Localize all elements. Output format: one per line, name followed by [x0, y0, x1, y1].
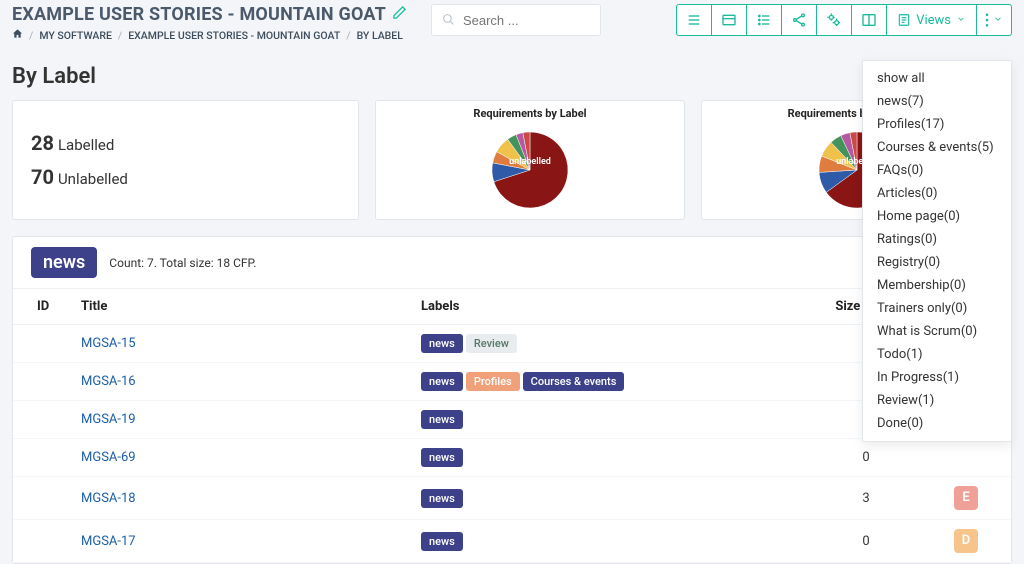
label-tag[interactable]: Profiles [466, 372, 520, 391]
page-title: EXAMPLE USER STORIES - MOUNTAIN GOAT [12, 4, 386, 25]
cell-labels: news [413, 520, 811, 563]
status-chip[interactable]: E [954, 486, 978, 510]
stats-card: 28Labelled 70Unlabelled [12, 100, 359, 220]
cell-id [13, 325, 73, 363]
item-link[interactable]: MGSA-18 [81, 491, 136, 506]
group-summary: Count: 7. Total size: 18 CFP. [109, 256, 256, 270]
settings-button[interactable] [816, 4, 852, 36]
view-card-button[interactable] [711, 4, 747, 36]
cell-id [13, 439, 73, 477]
view-title: By Label [12, 64, 96, 89]
filter-option[interactable]: Courses & events(5) [863, 136, 1011, 159]
view-list-button[interactable] [676, 4, 712, 36]
filter-option[interactable]: Done(0) [863, 412, 1011, 435]
filter-option[interactable]: Profiles(17) [863, 113, 1011, 136]
more-menu-button[interactable] [976, 4, 1012, 36]
filter-option[interactable]: Home page(0) [863, 205, 1011, 228]
views-label: Views [916, 13, 951, 28]
item-link[interactable]: MGSA-17 [81, 534, 136, 549]
cell-status [921, 439, 1011, 477]
filter-option[interactable]: show all [863, 67, 1011, 90]
filter-option[interactable]: FAQs(0) [863, 159, 1011, 182]
filter-option[interactable]: Ratings(0) [863, 228, 1011, 251]
filter-option[interactable]: Articles(0) [863, 182, 1011, 205]
label-tag[interactable]: Courses & events [523, 372, 625, 391]
svg-text:unlabelled: unlabelled [509, 157, 551, 167]
label-tag[interactable]: news [421, 448, 463, 467]
cell-labels: news [413, 477, 811, 520]
filter-option[interactable]: Registry(0) [863, 251, 1011, 274]
cell-id [13, 363, 73, 401]
label-tag[interactable]: news [421, 334, 463, 353]
label-tag[interactable]: news [421, 410, 463, 429]
filter-option[interactable]: Membership(0) [863, 274, 1011, 297]
split-view-button[interactable] [851, 4, 887, 36]
breadcrumb-current: BY LABEL [357, 29, 403, 42]
filter-option[interactable]: What is Scrum(0) [863, 320, 1011, 343]
filter-option[interactable]: Trainers only(0) [863, 297, 1011, 320]
item-link[interactable]: MGSA-19 [81, 412, 136, 427]
label-tag[interactable]: Review [466, 334, 517, 353]
label-tag[interactable]: news [421, 372, 463, 391]
status-chip[interactable]: D [954, 529, 978, 553]
cell-status: E [921, 477, 1011, 520]
header-toolbar: Views [676, 4, 1012, 36]
table-row[interactable]: MGSA-18 news 3 E [13, 477, 1011, 520]
filter-dropdown[interactable]: show allnews(7)Profiles(17)Courses & eve… [862, 60, 1012, 442]
cell-id [13, 401, 73, 439]
labelled-stat: 28Labelled [31, 131, 340, 155]
chart-title: Requirements by Label [473, 107, 586, 120]
cell-status: D [921, 520, 1011, 563]
item-link[interactable]: MGSA-16 [81, 374, 136, 389]
cell-size: 3 [811, 477, 921, 520]
pie-chart: unlabelled [470, 120, 590, 220]
col-title[interactable]: Title [73, 289, 413, 325]
home-icon[interactable] [12, 28, 23, 42]
cell-id [13, 477, 73, 520]
unlabelled-stat: 70Unlabelled [31, 165, 340, 189]
filter-option[interactable]: In Progress(1) [863, 366, 1011, 389]
filter-option[interactable]: Todo(1) [863, 343, 1011, 366]
breadcrumb-my-software[interactable]: MY SOFTWARE [39, 29, 112, 42]
search-input-wrap[interactable] [431, 4, 601, 36]
table-row[interactable]: MGSA-17 news 0 D [13, 520, 1011, 563]
cell-labels: newsReview [413, 325, 811, 363]
filter-option[interactable]: news(7) [863, 90, 1011, 113]
share-button[interactable] [781, 4, 817, 36]
view-compact-button[interactable] [746, 4, 782, 36]
cell-labels: news [413, 439, 811, 477]
label-tag[interactable]: news [421, 489, 463, 508]
col-id[interactable]: ID [13, 289, 73, 325]
title-block: EXAMPLE USER STORIES - MOUNTAIN GOAT / M… [12, 4, 407, 42]
cell-size: 0 [811, 520, 921, 563]
item-link[interactable]: MGSA-69 [81, 450, 136, 465]
chart-by-label: Requirements by Label unlabelled [375, 100, 686, 220]
header: EXAMPLE USER STORIES - MOUNTAIN GOAT / M… [0, 0, 1024, 48]
label-tag[interactable]: news [421, 532, 463, 551]
chevron-down-icon [956, 13, 966, 28]
chevron-down-icon [993, 12, 1003, 28]
edit-icon[interactable] [392, 5, 407, 24]
cell-labels: news [413, 401, 811, 439]
search-icon [442, 11, 455, 30]
col-labels[interactable]: Labels [413, 289, 811, 325]
item-link[interactable]: MGSA-15 [81, 336, 136, 351]
views-dropdown[interactable]: Views [886, 4, 977, 36]
table-row[interactable]: MGSA-69 news 0 [13, 439, 1011, 477]
breadcrumb-project[interactable]: EXAMPLE USER STORIES - MOUNTAIN GOAT [128, 29, 340, 42]
cell-labels: newsProfilesCourses & events [413, 363, 811, 401]
filter-option[interactable]: Review(1) [863, 389, 1011, 412]
group-tag: news [31, 247, 97, 278]
cell-size: 0 [811, 439, 921, 477]
search-input[interactable] [463, 13, 590, 28]
breadcrumb: / MY SOFTWARE / EXAMPLE USER STORIES - M… [12, 28, 407, 42]
cell-id [13, 520, 73, 563]
